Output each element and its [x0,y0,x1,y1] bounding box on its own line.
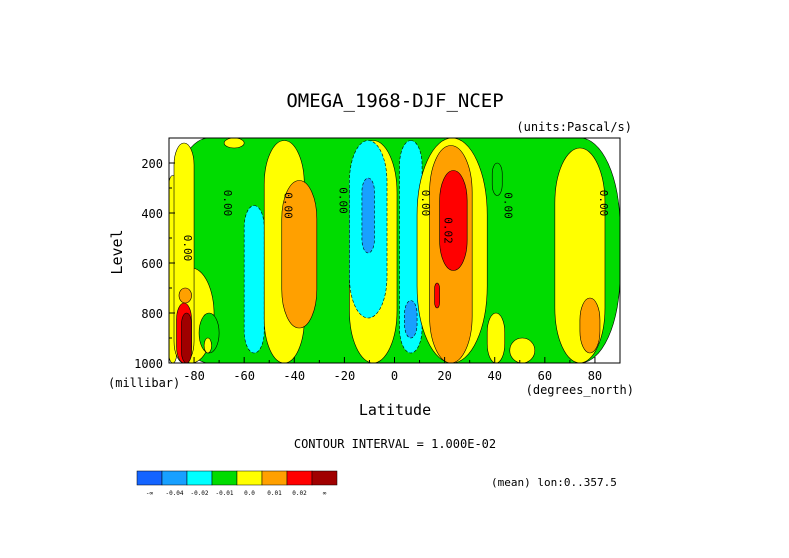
colorbar-swatch [311,470,338,486]
contour-labels: 0.00 0.00 0.00 0.00 0.00 0.02 0.00 0.00 [181,187,610,261]
contour-region-20 [439,170,468,271]
contour-region-17 [404,300,418,339]
y-tick-label: 800 [141,307,163,321]
contour-label-7: 0.00 [597,190,610,217]
x-tick-label: 40 [487,369,501,383]
contour-region-23 [486,312,506,363]
y-tick-label: 1000 [134,357,163,371]
colorbar-label: -0.04 [165,490,183,497]
y-tick-label: 200 [141,157,163,171]
x-tick-label: 20 [437,369,451,383]
y-tick-label: 600 [141,257,163,271]
contour-label-3: 0.00 [336,187,349,214]
colorbar: -∞ -0.04 -0.02 -0.01 0.0 0.01 0.02 ∞ [136,470,338,497]
colorbar-label: -∞ [146,490,154,497]
x-tick-label: -60 [233,369,255,383]
colorbar-swatch [136,470,163,486]
contour-label-0: 0.00 [181,235,194,262]
contour-region-24 [509,337,536,363]
colorbar-label: -0.01 [215,490,233,497]
x-tick-label: 0 [391,369,398,383]
x-unit-label: (degrees_north) [526,383,634,397]
contour-region-10 [243,205,265,354]
colorbar-swatch [236,470,263,486]
contour-field [169,138,620,363]
colorbar-label: -0.02 [190,490,208,497]
contour-region-12 [281,180,318,329]
x-tick-label: 80 [588,369,602,383]
x-axis-ticks: -80 -60 -40 -20 0 20 40 60 80 [168,357,621,383]
y-tick-label: 400 [141,207,163,221]
colorbar-label: ∞ [323,490,327,497]
contour-region-9 [223,138,245,149]
colorbar-swatch [261,470,288,486]
x-tick-label: -40 [283,369,305,383]
contour-label-6: 0.00 [502,192,515,219]
contour-label-5: 0.02 [442,217,455,244]
colorbar-label: 0.0 [244,490,255,497]
x-tick-label: 60 [538,369,552,383]
contour-region-22 [491,162,503,196]
contour-region-4 [178,287,192,304]
colorbar-label: 0.01 [267,490,282,497]
contour-label-2: 0.00 [281,192,294,219]
mean-note: (mean) lon:0..357.5 [491,476,617,489]
y-axis-ticks: 200 400 600 800 1000 [134,137,175,371]
x-axis-title: Latitude [359,401,431,419]
contour-label-4: 0.00 [419,190,432,217]
contour-label-1: 0.00 [221,190,234,217]
x-tick-label: -20 [334,369,356,383]
colorbar-swatch [211,470,238,486]
colorbar-label: 0.02 [292,490,307,497]
y-axis-title: Level [108,229,126,274]
chart-title: OMEGA_1968-DJF_NCEP [286,90,503,112]
contour-region-6 [181,312,192,363]
y-unit-label: (millibar) [108,376,180,390]
colorbar-swatch [161,470,188,486]
contour-region-8 [203,337,212,354]
contour-region-26 [579,297,601,354]
colorbar-swatch [286,470,313,486]
contour-interval-note: CONTOUR INTERVAL = 1.000E-02 [294,437,496,451]
contour-region-21 [434,282,440,309]
contour-region-15 [361,177,375,254]
x-tick-label: -80 [183,369,205,383]
units-label: (units:Pascal/s) [516,120,632,134]
colorbar-swatch [186,470,213,486]
